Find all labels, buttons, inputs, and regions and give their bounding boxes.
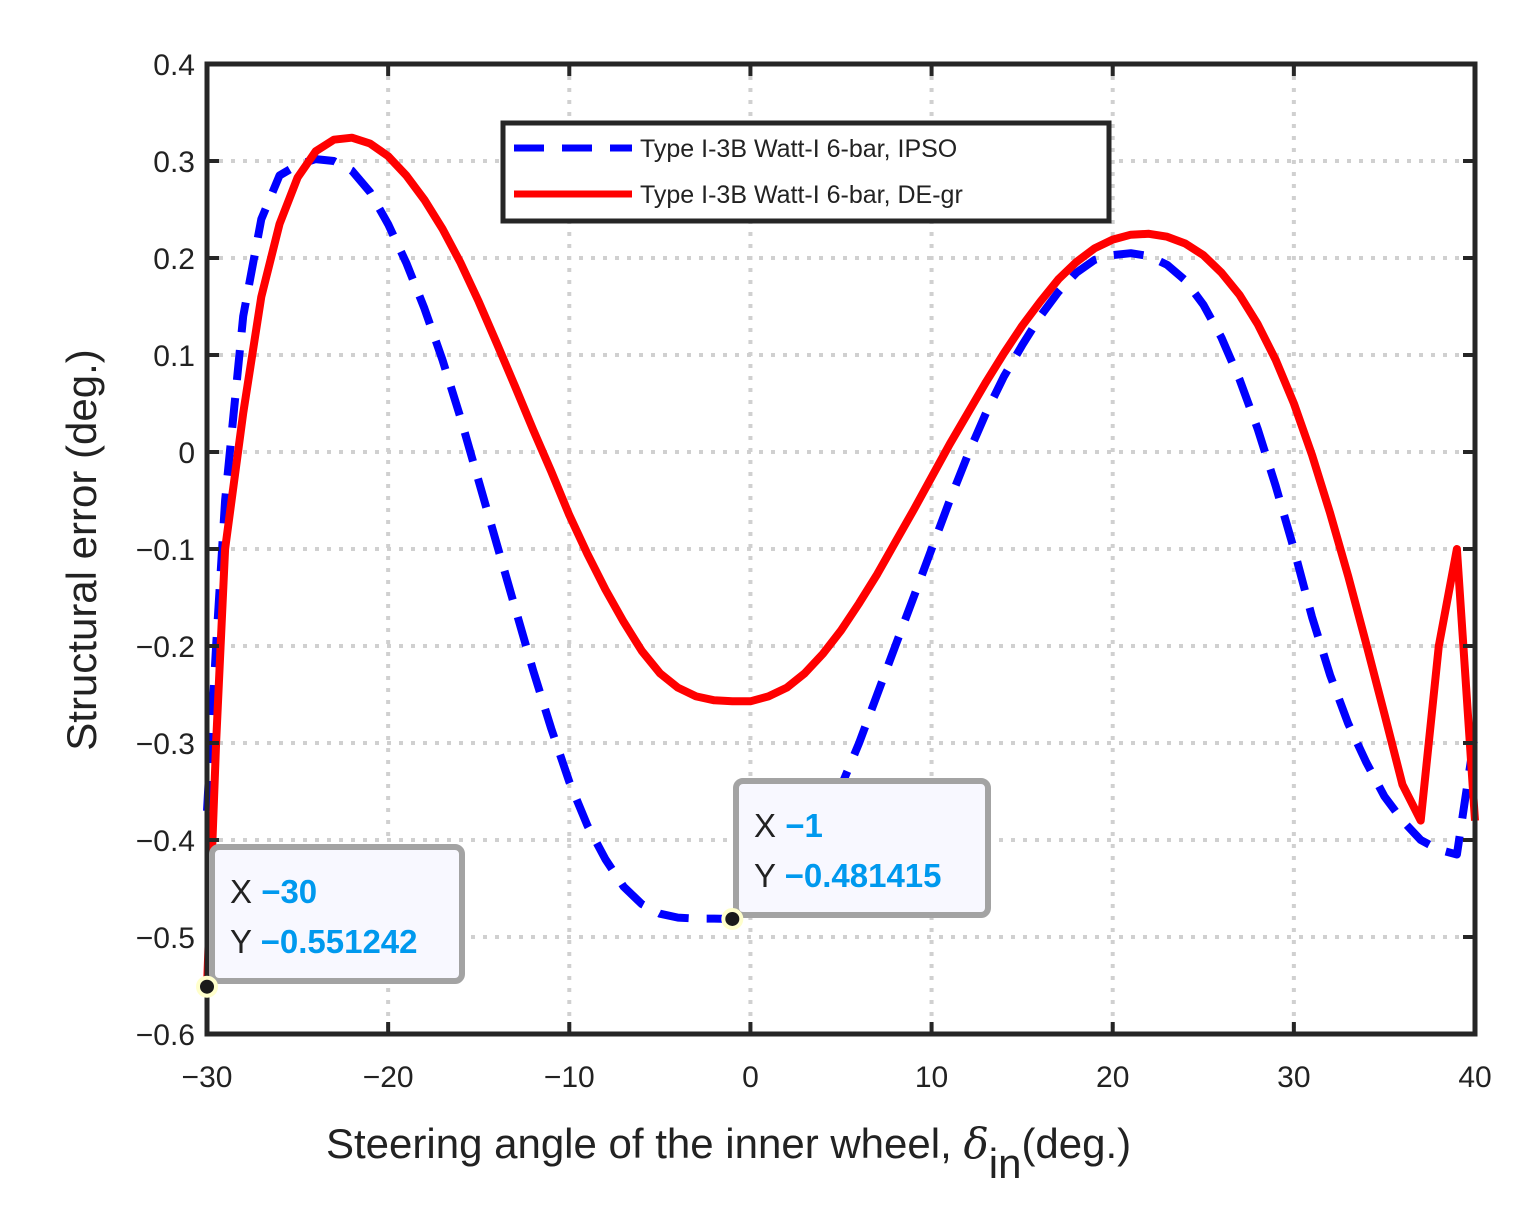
datatip-marker-1[interactable] bbox=[721, 907, 744, 930]
datatip-center-x: X −1 bbox=[754, 807, 823, 844]
datatip-left-x-value: −30 bbox=[261, 873, 317, 910]
datatip-left-x: X −30 bbox=[230, 873, 317, 910]
y-tick-label: 0.4 bbox=[153, 49, 195, 82]
datatip-center-x-label: X bbox=[754, 807, 776, 844]
y-tick-label: 0.3 bbox=[153, 146, 195, 179]
datatip-left-y-label: Y bbox=[230, 923, 252, 960]
legend-label-ipso: Type I-3B Watt-I 6-bar, IPSO bbox=[640, 135, 957, 163]
datatip-markers bbox=[196, 907, 744, 998]
x-axis-title-subscript: in bbox=[989, 1140, 1022, 1187]
x-axis-title-symbol: δ bbox=[963, 1119, 988, 1168]
x-tick-label: −20 bbox=[363, 1061, 414, 1094]
y-axis-title: Structural error (deg.) bbox=[58, 349, 105, 750]
y-tick-label: 0 bbox=[178, 437, 195, 470]
x-axis-title-main: Steering angle of the inner wheel, bbox=[326, 1120, 963, 1167]
x-axis-title-unit: (deg.) bbox=[1021, 1120, 1131, 1167]
datatip-left-y: Y −0.551242 bbox=[230, 923, 418, 960]
x-tick-label: 40 bbox=[1458, 1061, 1491, 1094]
y-tick-label: −0.3 bbox=[136, 728, 195, 761]
datatip-left-box bbox=[209, 844, 465, 984]
y-tick-label: −0.6 bbox=[136, 1019, 195, 1052]
datatip-left[interactable]: X −30 Y −0.551242 bbox=[209, 844, 465, 984]
y-tick-label: −0.2 bbox=[136, 631, 195, 664]
x-tick-label: −10 bbox=[544, 1061, 595, 1094]
datatip-center-y-value: −0.481415 bbox=[785, 857, 942, 894]
legend-box bbox=[500, 120, 1112, 224]
ticks: −30 −20 −10 0 10 20 30 40 0.4 0.3 0.2 0.1 0 −0.1 −0.2 −… bbox=[136, 49, 1492, 1094]
x-tick-label: −30 bbox=[182, 1061, 233, 1094]
datatip-center[interactable]: X −1 Y −0.481415 bbox=[733, 778, 991, 918]
datatip-center-x-value: −1 bbox=[785, 807, 823, 844]
datatip-left-x-label: X bbox=[230, 873, 252, 910]
plot-area bbox=[203, 133, 1479, 987]
y-tick-label: −0.5 bbox=[136, 922, 195, 955]
series-line-ipso bbox=[203, 155, 1479, 923]
series-line-de-gr bbox=[203, 133, 1479, 987]
legend-label-de-gr: Type I-3B Watt-I 6-bar, DE-gr bbox=[640, 181, 963, 209]
x-tick-label: 0 bbox=[742, 1061, 759, 1094]
x-tick-label: 10 bbox=[915, 1061, 948, 1094]
datatip-center-y: Y −0.481415 bbox=[754, 857, 942, 894]
y-tick-label: 0.2 bbox=[153, 243, 195, 276]
datatip-left-y-value: −0.551242 bbox=[261, 923, 418, 960]
legend[interactable]: Type I-3B Watt-I 6-bar, IPSO Type I-3B W… bbox=[500, 120, 1112, 224]
x-axis-title: Steering angle of the inner wheel, δin(d… bbox=[326, 1119, 1131, 1187]
x-tick-label: 20 bbox=[1096, 1061, 1129, 1094]
datatip-center-box bbox=[733, 778, 991, 918]
datatip-center-y-label: Y bbox=[754, 857, 776, 894]
y-tick-label: −0.1 bbox=[136, 534, 195, 567]
y-tick-label: 0.1 bbox=[153, 340, 195, 373]
datatip-marker-0[interactable] bbox=[196, 975, 218, 998]
y-tick-label: −0.4 bbox=[136, 825, 195, 858]
x-tick-label: 30 bbox=[1277, 1061, 1310, 1094]
